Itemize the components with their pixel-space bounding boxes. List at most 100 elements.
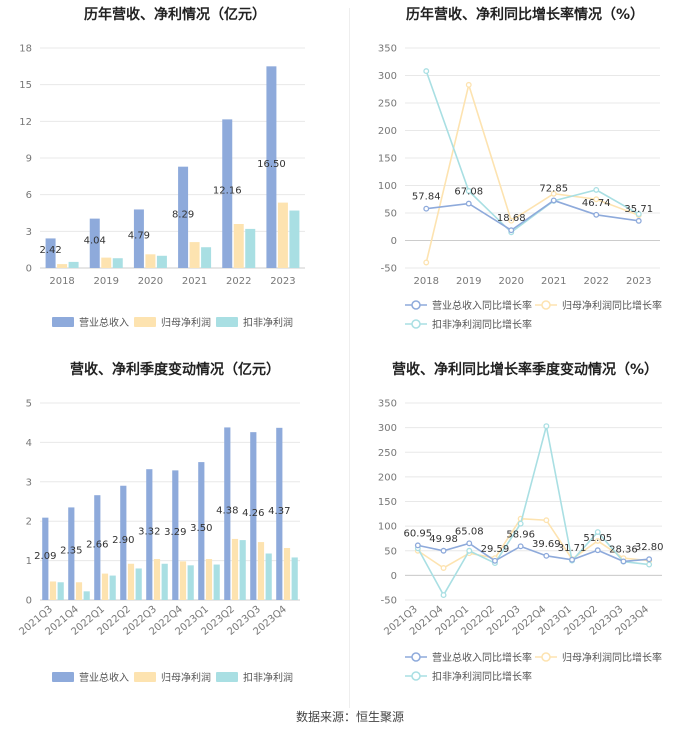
series-line-deducted (417, 425, 650, 597)
quarterly-growth-panel: 营收、净利同比增长率季度变动情况（%） -50 0 50 100 150 200 250 30… (350, 355, 700, 710)
x-tick-label: 2019 (94, 276, 119, 287)
series-line-net-profit (425, 81, 640, 263)
x-tick-label: 2023 (270, 276, 295, 287)
annual-growth-panel: 历年营收、净利同比增长率情况（%） -50 0 50 100 150 200 250 300 3… (350, 0, 700, 355)
bar-net-profit (283, 547, 291, 600)
bar-revenue (89, 218, 100, 268)
legend-label: 营业总收入 (79, 671, 129, 684)
data-label: 28.36 (609, 544, 638, 555)
annual-growth-chart: -50 0 50 100 150 200 250 300 350 2018 2019 2020 2021… (378, 44, 662, 332)
data-label: 58.96 (506, 529, 535, 540)
bar-deducted (289, 210, 300, 268)
y-tick-label: 250 (378, 448, 397, 459)
data-label: 16.50 (257, 159, 286, 170)
bar-deducted (265, 553, 272, 600)
bar-revenue (172, 470, 179, 600)
data-label: 29.59 (481, 544, 510, 555)
data-label: 32.80 (635, 542, 664, 553)
series-point-revenue (543, 552, 550, 559)
series-point-deducted (423, 68, 430, 75)
y-tick-label: 50 (384, 546, 397, 557)
legend-marker-revenue (411, 300, 421, 310)
data-label: 2.90 (112, 535, 134, 546)
bar-revenue (146, 469, 153, 600)
y-tick-label: -50 (381, 596, 397, 607)
y-tick-label: 0 (391, 236, 397, 247)
bar-revenue (68, 507, 75, 600)
bar-deducted (291, 557, 298, 600)
y-tick-label: 0 (391, 571, 397, 582)
legend-swatch-deducted (216, 317, 238, 327)
bar-deducted (161, 563, 168, 600)
data-label: 8.29 (172, 209, 194, 220)
series-point-deducted (440, 592, 447, 599)
data-label: 4.26 (242, 508, 264, 519)
series-point-net-profit (423, 259, 430, 266)
bar-revenue (276, 427, 283, 600)
series-point-deducted (594, 529, 601, 535)
chart-title: 历年营收、净利情况（亿元） (84, 7, 266, 23)
series-point-deducted (517, 520, 524, 527)
y-tick-label: 3 (26, 227, 32, 238)
bar-deducted (135, 568, 142, 600)
data-label: 35.71 (624, 204, 653, 215)
bar-deducted (112, 258, 123, 268)
series-point-revenue (594, 547, 601, 554)
bar-net-profit (153, 559, 161, 600)
series-line-revenue (426, 199, 639, 232)
x-tick-label: 2020 (138, 276, 163, 287)
y-tick-label: -50 (381, 264, 397, 275)
quarterly-growth-chart: -500501001502002503003502021Q32021Q42022… (378, 399, 664, 684)
data-label: 2.35 (60, 546, 82, 557)
bar-net-profit (75, 582, 83, 600)
y-tick-label: 300 (378, 71, 397, 82)
bar-revenue (42, 517, 49, 600)
series-point-deducted (593, 186, 600, 193)
data-label: 46.74 (582, 198, 611, 209)
bar-deducted (187, 565, 194, 600)
series-point-deducted (646, 561, 653, 568)
y-tick-label: 300 (378, 423, 397, 434)
data-label: 67.08 (454, 187, 483, 198)
bar-net-profit (189, 242, 200, 268)
series-point-revenue (414, 542, 421, 549)
y-tick-label: 15 (19, 80, 32, 91)
data-label: 4.79 (128, 231, 150, 242)
series-point-revenue (465, 200, 472, 207)
y-tick-label: 150 (378, 497, 397, 508)
legend-marker-net-profit (541, 652, 551, 662)
data-label: 3.50 (190, 523, 212, 534)
y-tick-label: 2 (26, 517, 32, 528)
y-tick-label: 350 (378, 44, 397, 55)
data-label: 51.05 (583, 533, 612, 544)
series-point-net-profit (593, 196, 600, 203)
series-point-net-profit (543, 517, 550, 524)
y-tick-label: 250 (378, 99, 397, 110)
bar-revenue (222, 119, 233, 268)
x-tick-label: 2021 (182, 276, 207, 287)
y-tick-label: 50 (384, 209, 397, 220)
x-tick-label: 2018 (49, 276, 74, 287)
x-tick-label: 2022 (584, 276, 609, 287)
legend-swatch-net-profit (134, 317, 156, 327)
series-line-revenue (417, 542, 650, 563)
y-tick-label: 0 (26, 264, 32, 275)
y-tick-label: 6 (26, 190, 32, 201)
bar-net-profit (145, 254, 156, 268)
y-tick-label: 100 (378, 181, 397, 192)
series-point-deducted (635, 211, 642, 218)
series-point-revenue (635, 217, 642, 224)
x-tick-label: 2023 (626, 276, 651, 287)
legend-label: 归母净利润 (161, 671, 211, 684)
series-line-deducted (425, 70, 640, 234)
y-tick-label: 150 (378, 154, 397, 165)
legend-marker-net-profit (541, 300, 551, 310)
x-tick-label: 2022 (226, 276, 251, 287)
data-label: 72.85 (539, 183, 568, 194)
bar-revenue (133, 209, 144, 268)
y-tick-label: 9 (26, 154, 32, 165)
bar-net-profit (257, 542, 265, 600)
series-point-deducted (466, 547, 473, 554)
legend-swatch-net-profit (134, 672, 156, 682)
legend-label: 扣非净利润 (243, 316, 293, 329)
